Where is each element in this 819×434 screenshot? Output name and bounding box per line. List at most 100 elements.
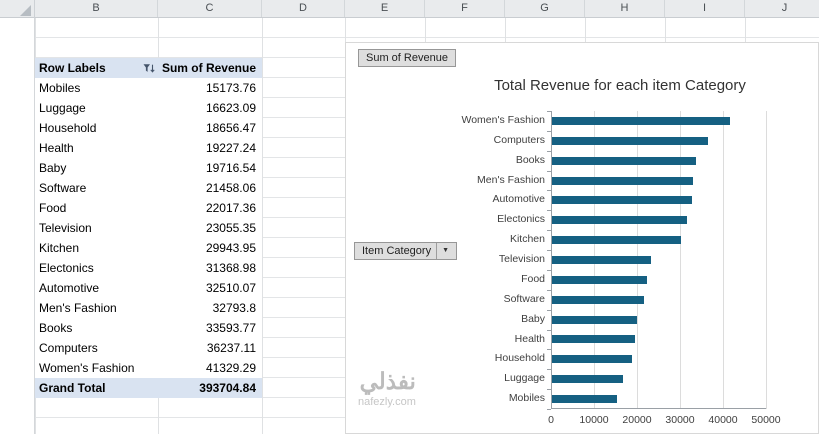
pivot-row: Women's Fashion 41329.29 <box>35 358 262 378</box>
category-label: Kitchen <box>509 233 545 246</box>
pivot-cell-value[interactable]: 32510.07 <box>205 281 256 295</box>
pivot-header-value[interactable]: Sum of Revenue <box>161 61 256 75</box>
category-label: Luggage <box>504 372 545 385</box>
category-tick <box>547 409 551 410</box>
category-label: Men's Fashion <box>477 173 545 186</box>
pivot-row: Mobiles 15173.76 <box>35 78 262 98</box>
pivot-cell-value[interactable]: 36237.11 <box>206 341 256 355</box>
pivot-chart[interactable]: Sum of Revenue Total Revenue for each it… <box>345 42 819 434</box>
category-axis-line <box>551 111 552 409</box>
x-tick-label: 0 <box>548 414 554 426</box>
category-field-button[interactable]: Item Category ▼ <box>354 242 458 260</box>
column-header-C[interactable]: C <box>158 0 262 17</box>
pivot-row: Household 18656.47 <box>35 118 262 138</box>
pivot-cell-label[interactable]: Electonics <box>39 261 94 275</box>
column-header-E[interactable]: E <box>345 0 425 17</box>
sort-filter-icon[interactable] <box>143 63 155 74</box>
category-tick <box>547 150 551 152</box>
pivot-cell-label[interactable]: Computers <box>39 341 98 355</box>
chart-bar[interactable] <box>552 236 681 245</box>
pivot-cell-label[interactable]: Health <box>39 141 74 155</box>
select-all-corner[interactable] <box>0 0 35 18</box>
row-labels-text: Row Labels <box>39 61 106 75</box>
category-tick <box>547 289 551 291</box>
pivot-cell-label[interactable]: Software <box>39 181 87 195</box>
pivot-cell-value[interactable]: 19716.54 <box>205 161 256 175</box>
chart-bar[interactable] <box>552 395 618 404</box>
pivot-row: Kitchen 29943.95 <box>35 238 262 258</box>
pivot-cell-label[interactable]: Television <box>39 221 92 235</box>
chart-bar[interactable] <box>552 256 652 264</box>
pivot-cell-label[interactable]: Baby <box>39 161 67 175</box>
pivot-header-row-labels[interactable]: Row Labels <box>35 58 158 78</box>
category-tick <box>547 389 551 391</box>
category-tick <box>547 250 551 252</box>
column-header-B[interactable]: B <box>35 0 158 17</box>
chart-bar[interactable] <box>552 176 693 185</box>
chart-gridline <box>723 111 724 409</box>
pivot-cell-label[interactable]: Kitchen <box>39 241 80 255</box>
column-header-J[interactable]: J <box>745 0 819 17</box>
pivot-cell-label[interactable]: Household <box>39 121 97 135</box>
chart-bar[interactable] <box>552 136 708 145</box>
chart-bar[interactable] <box>552 315 637 324</box>
pivot-cell-value[interactable]: 32793.8 <box>212 301 256 315</box>
pivot-cell-value[interactable]: 19227.24 <box>205 141 256 155</box>
chart-bar[interactable] <box>552 216 687 225</box>
category-tick <box>547 269 551 271</box>
pivot-cell-label[interactable]: Food <box>39 201 67 215</box>
pivot-cell-value[interactable]: 23055.35 <box>205 221 256 235</box>
value-field-button[interactable]: Sum of Revenue <box>358 49 456 67</box>
column-header-F[interactable]: F <box>425 0 505 17</box>
pivot-cell-value[interactable]: 29943.95 <box>205 241 256 255</box>
row-gutter-border <box>34 18 35 434</box>
category-label: Books <box>515 153 545 166</box>
chart-bar[interactable] <box>552 116 730 125</box>
pivot-table: Row Labels Sum of Revenue Mobiles 15173.7… <box>35 58 262 398</box>
pivot-cell-value[interactable]: 21458.06 <box>205 181 256 195</box>
category-tick <box>547 369 551 371</box>
pivot-cell-value[interactable]: 31368.98 <box>205 261 256 275</box>
pivot-cell-label[interactable]: Books <box>39 321 73 335</box>
column-header-G[interactable]: G <box>505 0 585 17</box>
chart-bar[interactable] <box>552 295 645 304</box>
category-label: Automotive <box>492 193 545 206</box>
pivot-header-row: Row Labels Sum of Revenue <box>35 58 262 78</box>
pivot-cell-value[interactable]: 15173.76 <box>205 81 256 95</box>
column-header-I[interactable]: I <box>665 0 745 17</box>
grand-total-label[interactable]: Grand Total <box>39 381 106 395</box>
chart-bar[interactable] <box>552 196 692 205</box>
pivot-cell-label[interactable]: Women's Fashion <box>39 361 135 375</box>
pivot-cell-label[interactable]: Men's Fashion <box>39 301 117 315</box>
pivot-cell-value[interactable]: 41329.29 <box>205 361 256 375</box>
chart-bar[interactable] <box>552 375 624 384</box>
column-header-D[interactable]: D <box>262 0 345 17</box>
pivot-row: Health 19227.24 <box>35 138 262 158</box>
category-tick <box>547 190 551 192</box>
chart-bar[interactable] <box>552 355 633 364</box>
category-label: Electonics <box>497 213 545 226</box>
pivot-cell-label[interactable]: Luggage <box>39 101 86 115</box>
pivot-row: Computers 36237.11 <box>35 338 262 358</box>
pivot-cell-value[interactable]: 22017.36 <box>205 201 256 215</box>
category-label: Software <box>503 292 545 305</box>
category-label: Mobiles <box>508 392 545 405</box>
category-label: Food <box>521 272 545 285</box>
chart-gridline <box>766 111 767 409</box>
pivot-cell-label[interactable]: Mobiles <box>39 81 81 95</box>
category-tick <box>547 111 551 112</box>
pivot-row: Books 33593.77 <box>35 318 262 338</box>
pivot-grand-total-row: Grand Total 393704.84 <box>35 378 262 398</box>
value-axis-line <box>551 408 766 409</box>
pivot-cell-value[interactable]: 33593.77 <box>205 321 256 335</box>
grand-total-value[interactable]: 393704.84 <box>199 381 256 395</box>
pivot-cell-label[interactable]: Automotive <box>39 281 100 295</box>
pivot-cell-value[interactable]: 16623.09 <box>205 101 256 115</box>
pivot-row: Software 21458.06 <box>35 178 262 198</box>
chart-bar[interactable] <box>552 156 697 165</box>
column-header-H[interactable]: H <box>585 0 665 17</box>
chart-bar[interactable] <box>552 275 647 284</box>
category-label: Household <box>494 352 545 365</box>
chart-bar[interactable] <box>552 335 635 344</box>
pivot-cell-value[interactable]: 18656.47 <box>205 121 256 135</box>
